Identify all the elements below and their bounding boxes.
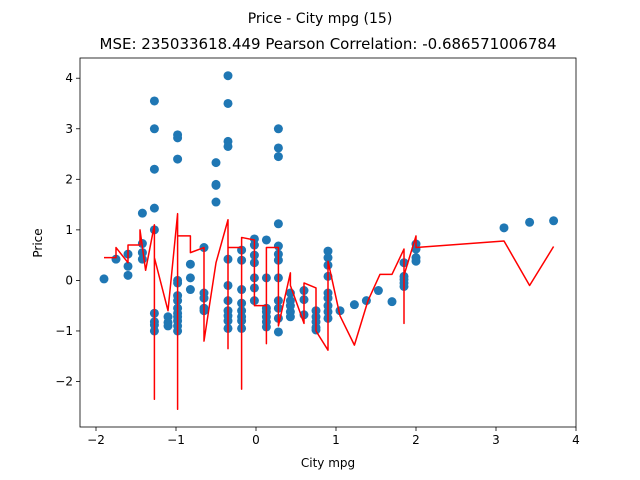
scatter-point [163,321,173,331]
y-tick-label: 3 [65,122,73,136]
scatter-point [185,285,195,295]
scatter-point [211,158,221,168]
scatter-point [123,261,133,271]
scatter-point [173,133,183,143]
scatter-point [525,217,535,227]
y-tick-label: −2 [55,375,73,389]
y-axis-label: Price [31,228,45,257]
scatter-point [285,312,295,322]
scatter-point [149,124,159,134]
scatter-point [323,253,333,263]
scatter-point [273,143,283,153]
scatter-point [173,154,183,164]
scatter-point [99,274,109,284]
scatter-point [499,223,509,233]
x-tick-label: 3 [492,433,500,447]
x-tick-label: −2 [87,433,105,447]
scatter-point [387,297,397,307]
scatter-point [185,273,195,283]
scatter-point [273,327,283,337]
scatter-point [149,203,159,213]
y-tick-label: −1 [55,324,73,338]
scatter-point [223,98,233,108]
scatter-point [273,219,283,229]
y-tick-label: 4 [65,71,73,85]
scatter-point [211,180,221,190]
axis-ticks: −2 −1 0 1 2 3 4 −2 −1 0 1 2 3 4 [55,71,580,447]
scatter-point [185,259,195,269]
scatter-point [149,164,159,174]
scatter-point [373,286,383,296]
y-tick-label: 2 [65,172,73,186]
scatter-point [261,235,271,245]
prediction-line [104,212,555,411]
scatter-point [223,71,233,81]
scatter-point [123,270,133,280]
x-tick-label: 0 [252,433,260,447]
chart-subtitle: MSE: 235033618.449 Pearson Correlation: … [100,35,557,53]
axes-frame [79,57,577,428]
x-axis-label: City mpg [301,456,355,470]
y-tick-label: 1 [65,223,73,237]
scatter-point [411,256,421,266]
scatter-point [137,208,147,218]
y-tick-label: 0 [65,273,73,287]
x-tick-label: 1 [332,433,340,447]
scatter-point [149,96,159,106]
scatter-point [211,197,221,207]
scatter-point [223,141,233,151]
scatter-point [137,254,147,264]
plot-area [99,71,559,411]
scatter-point [273,124,283,134]
scatter-point [349,300,359,310]
x-tick-label: −1 [167,433,185,447]
scatter-point [273,152,283,162]
scatter-point [549,216,559,226]
scatter-point [323,246,333,256]
x-tick-label: 2 [412,433,420,447]
x-tick-label: 4 [572,433,580,447]
chart-title: Price - City mpg (15) [248,11,393,27]
